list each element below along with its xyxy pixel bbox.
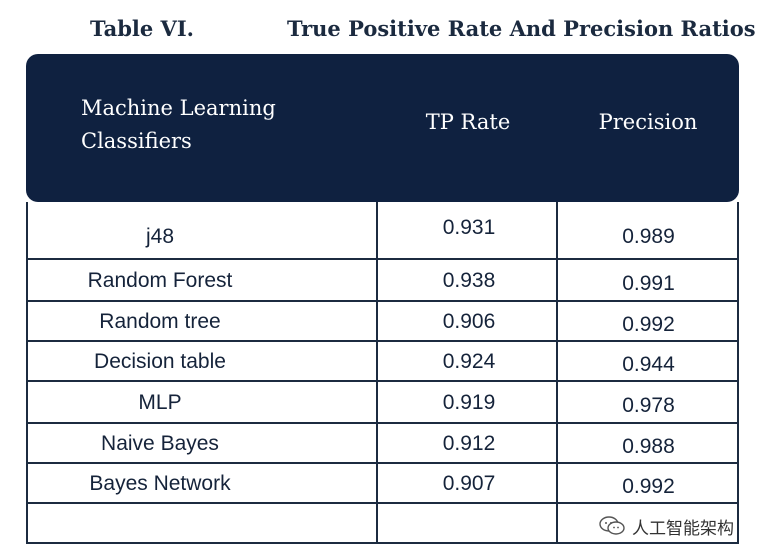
table-border-bottom — [26, 542, 739, 544]
table-row: Decision table 0.924 0.944 — [26, 342, 739, 382]
cell-classifier: Decision table — [94, 350, 226, 373]
cell-precision: 0.988 — [622, 435, 675, 458]
cell-classifier: Naive Bayes — [101, 432, 219, 455]
cell-classifier: Bayes Network — [89, 472, 231, 495]
table-caption: Table VI. True Positive Rate And Precisi… — [0, 14, 775, 48]
cell-tp-rate: 0.907 — [442, 472, 496, 495]
cell-classifier: Random tree — [99, 310, 221, 333]
header-classifiers: Machine Learning Classifiers — [81, 92, 381, 158]
results-table: Machine Learning Classifiers TP Rate Pre… — [26, 54, 739, 544]
cell-classifier: MLP — [138, 391, 182, 414]
table-row: j48 0.931 0.989 — [26, 202, 739, 260]
table-row-empty — [26, 504, 739, 544]
table-row: Random Forest 0.938 0.991 — [26, 260, 739, 302]
watermark-text: 人工智能架构 — [632, 518, 734, 539]
header-precision: Precision — [598, 110, 698, 134]
cell-classifier: j48 — [145, 225, 175, 248]
table-title: True Positive Rate And Precision Ratios — [287, 16, 756, 41]
table-row: Naive Bayes 0.912 0.988 — [26, 424, 739, 464]
cell-precision: 0.944 — [622, 353, 675, 376]
watermark: 人工智能架构 — [598, 512, 734, 540]
table-row: Random tree 0.906 0.992 — [26, 302, 739, 342]
table-row: MLP 0.919 0.978 — [26, 382, 739, 424]
wechat-icon — [598, 515, 626, 537]
table-label: Table VI. — [90, 16, 194, 41]
cell-tp-rate: 0.924 — [442, 350, 496, 373]
table-border-right — [737, 202, 739, 544]
table-row: Bayes Network 0.907 0.992 — [26, 464, 739, 504]
table-body: j48 0.931 0.989 Random Forest 0.938 0.99… — [26, 202, 739, 544]
cell-precision: 0.989 — [622, 225, 675, 248]
table-header: Machine Learning Classifiers TP Rate Pre… — [26, 54, 739, 202]
row-divider — [26, 502, 739, 504]
row-divider — [26, 258, 739, 260]
column-divider — [376, 202, 378, 544]
cell-classifier: Random Forest — [87, 269, 233, 292]
column-divider — [556, 202, 558, 544]
cell-tp-rate: 0.912 — [442, 432, 496, 455]
header-classifiers-line1: Machine Learning — [81, 96, 276, 120]
cell-tp-rate: 0.906 — [442, 310, 496, 333]
row-divider — [26, 300, 739, 302]
cell-precision: 0.992 — [622, 313, 675, 336]
cell-precision: 0.991 — [622, 272, 675, 295]
cell-tp-rate: 0.938 — [442, 269, 496, 292]
row-divider — [26, 380, 739, 382]
header-tp-rate: TP Rate — [425, 110, 511, 134]
cell-precision: 0.978 — [622, 394, 675, 417]
cell-tp-rate: 0.931 — [442, 216, 496, 239]
row-divider — [26, 340, 739, 342]
row-divider — [26, 462, 739, 464]
cell-tp-rate: 0.919 — [442, 391, 496, 414]
cell-precision: 0.992 — [622, 475, 675, 498]
table-border-left — [26, 202, 28, 544]
row-divider — [26, 422, 739, 424]
header-classifiers-line2: Classifiers — [81, 129, 192, 153]
